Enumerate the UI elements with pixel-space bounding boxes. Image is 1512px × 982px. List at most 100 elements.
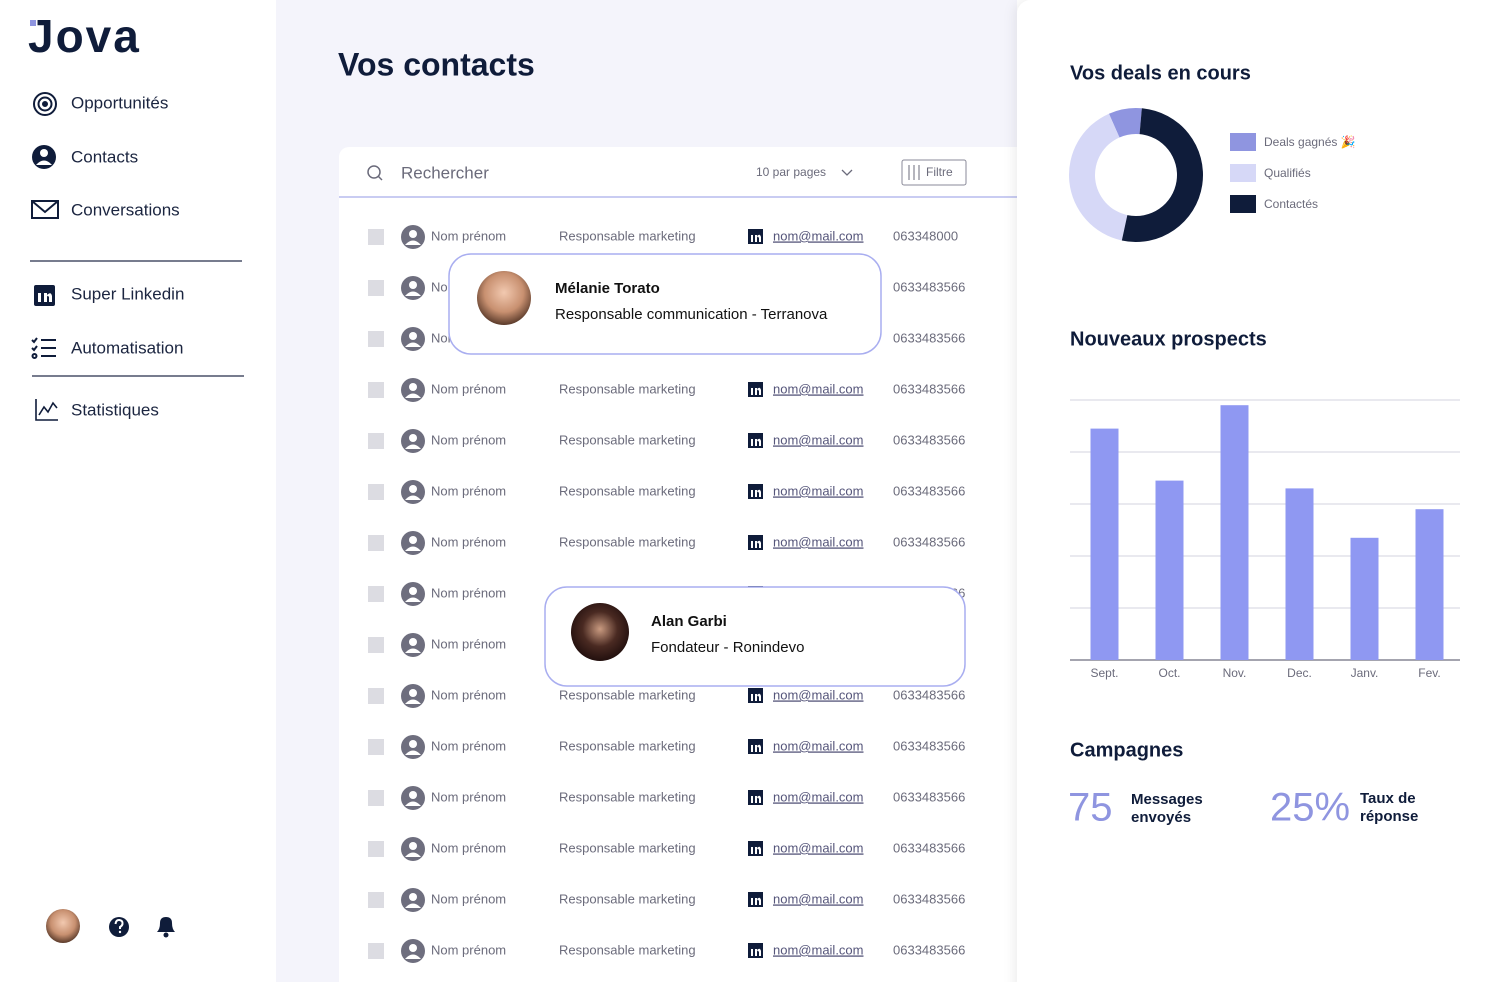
- contact-phone: 0633483566: [893, 687, 965, 702]
- nav-item[interactable]: Statistiques: [71, 400, 159, 419]
- contact-email[interactable]: nom@mail.com: [773, 432, 864, 447]
- contact-row[interactable]: Nom prénom Responsable marketing nom@mail.…: [368, 378, 965, 402]
- contact-name: Nom prénom: [431, 534, 506, 549]
- contact-email[interactable]: nom@mail.com: [773, 381, 864, 396]
- linkedin-icon-i: [751, 490, 753, 497]
- checkbox[interactable]: [368, 229, 384, 245]
- stat-label: envoyés: [1131, 809, 1191, 826]
- contact-row[interactable]: Nom prénom Responsable marketing nom@mail.…: [368, 531, 965, 555]
- legend-swatch: [1230, 133, 1256, 151]
- contact-name: Nom prénom: [431, 483, 506, 498]
- checkbox[interactable]: [368, 535, 384, 551]
- avatar-head: [409, 383, 417, 391]
- avatar-body: [405, 750, 421, 755]
- x-tick-label: Janv.: [1351, 666, 1379, 680]
- contact-phone: 0633483566: [893, 483, 965, 498]
- contact-role: Responsable marketing: [559, 483, 696, 498]
- nav-item[interactable]: Automatisation: [71, 338, 183, 357]
- avatar-body: [405, 495, 421, 500]
- contact-role: Responsable marketing: [559, 534, 696, 549]
- help-icon-dot: [118, 930, 122, 934]
- contact-role: Responsable marketing: [559, 738, 696, 753]
- nav-item[interactable]: Super Linkedin: [71, 284, 184, 303]
- checkbox[interactable]: [368, 943, 384, 959]
- contact-role: Responsable marketing: [559, 228, 696, 243]
- checkbox[interactable]: [368, 331, 384, 347]
- avatar-head: [409, 434, 417, 442]
- checkbox[interactable]: [368, 739, 384, 755]
- bar: [1350, 537, 1379, 660]
- contact-email[interactable]: nom@mail.com: [773, 840, 864, 855]
- contact-row[interactable]: Nom prénom Responsable marketing nom@mail.…: [368, 888, 965, 912]
- contact-role: Responsable marketing: [559, 840, 696, 855]
- linkedin-icon-n: [755, 693, 761, 701]
- x-tick-label: Dec.: [1287, 666, 1312, 680]
- contact-email[interactable]: nom@mail.com: [773, 789, 864, 804]
- contact-row[interactable]: Nom prénom Responsable marketing nom@mail.…: [368, 225, 958, 249]
- checkbox[interactable]: [368, 484, 384, 500]
- bar: [1220, 405, 1249, 660]
- contact-phone: 0633483566: [893, 942, 965, 957]
- contact-email[interactable]: nom@mail.com: [773, 687, 864, 702]
- contact-phone: 0633483566: [893, 789, 965, 804]
- checkbox[interactable]: [368, 586, 384, 602]
- checkbox[interactable]: [368, 892, 384, 908]
- checkbox[interactable]: [368, 637, 384, 653]
- user-avatar[interactable]: [46, 909, 80, 943]
- search-input[interactable]: Rechercher: [401, 163, 489, 182]
- contact-popup[interactable]: [448, 253, 882, 355]
- contact-phone: 0633483566: [893, 432, 965, 447]
- avatar-head: [409, 587, 417, 595]
- stat-value: 75: [1068, 786, 1113, 830]
- avatar-head: [409, 893, 417, 901]
- contact-name: Nom prénom: [431, 738, 506, 753]
- logo-dot: [30, 20, 36, 26]
- nav-item[interactable]: Contacts: [71, 147, 138, 166]
- contact-email[interactable]: nom@mail.com: [773, 738, 864, 753]
- checkbox[interactable]: [368, 382, 384, 398]
- nav-item[interactable]: Opportunités: [71, 93, 168, 112]
- linkedin-icon-i: [751, 847, 753, 854]
- contact-row[interactable]: Nom prénom Responsable marketing nom@mail.…: [368, 786, 965, 810]
- bell-icon[interactable]: [157, 917, 175, 932]
- avatar-head: [409, 740, 417, 748]
- contact-popup[interactable]: [544, 586, 966, 687]
- donut-segment: [1121, 108, 1203, 243]
- contact-email[interactable]: nom@mail.com: [773, 891, 864, 906]
- help-icon-mark: [114, 918, 124, 929]
- linkedin-icon-n: [755, 948, 761, 956]
- contacts-icon-head: [40, 149, 48, 157]
- contact-email[interactable]: nom@mail.com: [773, 534, 864, 549]
- x-tick-label: Sept.: [1090, 666, 1118, 680]
- checkbox[interactable]: [368, 841, 384, 857]
- checkbox[interactable]: [368, 433, 384, 449]
- contact-row[interactable]: Nom prénom Responsable marketing nom@mail.…: [368, 837, 965, 861]
- contact-row[interactable]: Nom prénom Responsable marketing nom@mail.…: [368, 480, 965, 504]
- contact-row[interactable]: Nom prénom Responsable marketing nom@mail.…: [368, 684, 965, 708]
- x-tick-label: Fev.: [1418, 666, 1440, 680]
- checkbox[interactable]: [368, 790, 384, 806]
- donut-segment: [1108, 108, 1142, 138]
- search-icon-handle: [377, 175, 383, 181]
- linkedin-icon-n: [755, 897, 761, 905]
- contact-phone: 0633483566: [893, 279, 965, 294]
- contact-email[interactable]: nom@mail.com: [773, 942, 864, 957]
- contact-email[interactable]: nom@mail.com: [773, 228, 864, 243]
- per-page-select[interactable]: 10 par pages: [756, 165, 826, 179]
- contacts-card: [339, 147, 1039, 982]
- contact-row[interactable]: Nom prénom Responsable marketing nom@mail.…: [368, 939, 965, 963]
- contact-row[interactable]: Nom prénom Responsable marketing nom@mail.…: [368, 735, 965, 759]
- legend-swatch: [1230, 164, 1256, 182]
- contact-row[interactable]: Nom prénom Responsable marketing nom@mail.…: [368, 429, 965, 453]
- filter-button[interactable]: [901, 159, 967, 186]
- checkbox[interactable]: [368, 688, 384, 704]
- checkbox[interactable]: [368, 280, 384, 296]
- nav-item[interactable]: Conversations: [71, 200, 180, 219]
- linkedin-icon-n: [755, 438, 761, 446]
- stat-label: Taux de: [1360, 790, 1416, 807]
- contact-email[interactable]: nom@mail.com: [773, 483, 864, 498]
- x-tick-label: Nov.: [1223, 666, 1247, 680]
- avatar-body: [405, 648, 421, 653]
- avatar-body: [405, 342, 421, 347]
- filter-label[interactable]: Filtre: [926, 165, 953, 179]
